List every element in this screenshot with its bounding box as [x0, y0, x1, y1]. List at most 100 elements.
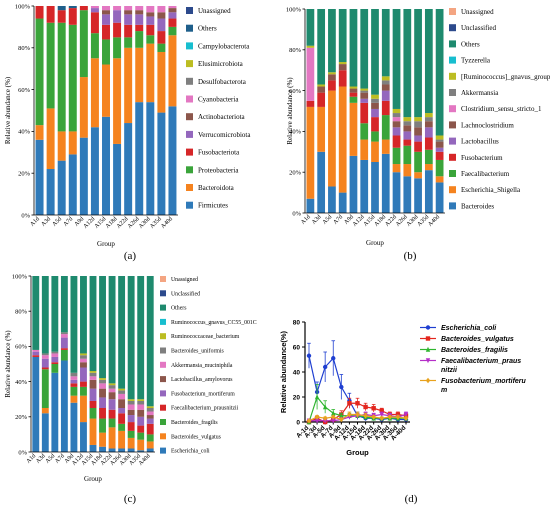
c-bar-A3d-faecalibacterium-prausnitzii [41, 367, 49, 370]
a-legend-label: Cyanobacteria [198, 96, 239, 104]
c-bar-A9d-faecalibacterium-prausnitzii [70, 383, 78, 387]
c-bar-A30d-bacteroides-fragilis [127, 430, 135, 438]
a-ytick-label: 40% [18, 129, 31, 136]
b-bar-A3d-others [317, 9, 326, 85]
c-legend-label: Ruminococcus_gnavus_CC55_001C [171, 320, 257, 326]
panel-a-bar-chart: A1d A3d A5d A7d A9dA12dA15dA18dA22dA26dA30dA… [4, 3, 251, 262]
c-bar-A3d-bacteroides-vulgatus [41, 408, 49, 414]
b-legend-swatch-tyzzerella [449, 56, 456, 64]
d-ytick-label: 60 [293, 344, 301, 351]
b-bar-A26d--ruminococcus-gnavus-group [403, 117, 412, 122]
b-bar-A15d-bacteroides [371, 162, 379, 213]
b-ylabel: Relative abundance (%) [286, 77, 294, 145]
c-bar-A7d-akkermansia-muciniphila [60, 334, 68, 338]
a-legend-swatch-cyanobacteria [186, 95, 193, 103]
a-bar-A1d-proteobacteria [35, 18, 44, 126]
a-bar-A18d-verrucomicrobiota [113, 10, 122, 23]
b-bar-A15d-others [371, 9, 379, 95]
a-bar-A18d-firmicutes [113, 143, 122, 215]
b-bar-A15d--ruminococcus-gnavus-group [371, 94, 379, 99]
b-bar-A18d-fusobacterium [381, 100, 390, 116]
c-bar-A12d-bacteroides-fragilis [80, 386, 87, 396]
b-bar-A22d-escherichia-shigella [392, 164, 401, 173]
b-bar-A9d-bacteroides [349, 155, 358, 213]
b-legend-swatch-faecalibacterium [449, 170, 456, 177]
c-legend-label: Unclassified [171, 290, 200, 297]
b-bar-A30d-escherichia-shigella [414, 172, 422, 179]
c-legend-swatch-unclassified [160, 290, 166, 297]
a-legend-label: Elusimicrobiota [198, 60, 244, 68]
b-bar-A15d-faecalibacterium [371, 131, 379, 142]
c-ytick-label: 100% [12, 273, 28, 280]
c-bar-A35d-others [137, 276, 145, 400]
a-bar-A7d-bacteroidota [68, 131, 77, 155]
c-bar-A5d-bacteroides-fragilis [51, 364, 59, 373]
d-point-fusobacterium-mortiferum [355, 411, 360, 418]
c-panel-label: (c) [124, 493, 137, 505]
c-bar-A22d-lactobacillus-amylovorus [108, 392, 116, 400]
c-xtick-label: A7d [54, 453, 66, 465]
c-bar-A3d-others [41, 276, 49, 354]
d-point-bacteroides-vulgatus [363, 404, 368, 410]
b-ytick-label: 40% [289, 129, 302, 136]
a-bar-A3d-firmicutes [46, 169, 55, 215]
c-legend-label: Bacteroides_fragilis [171, 419, 218, 426]
a-bar-A12d-proteobacteria [90, 33, 99, 59]
d-ytick-label: 80 [293, 319, 301, 326]
a-legend-label: Bacteroidota [198, 184, 235, 192]
c-bar-A35d-bacteroides-uniformis [137, 400, 145, 405]
b-xtick-label: A7d [333, 214, 345, 226]
c-bar-A18d-lactobacillus-amylovorus [99, 388, 106, 398]
d-point-fusobacterium-mortiferum [387, 414, 393, 420]
c-legend-swatch-fusobacterium-mortiferum [160, 390, 166, 397]
a-bar-A5d-firmicutes [57, 160, 66, 215]
c-bar-A1d-escherichia-coli [32, 356, 40, 452]
c-bar-A15d-akkermansia-muciniphila [89, 376, 97, 380]
c-legend-label: Ruminococcaceae_bacterium [171, 334, 240, 340]
b-bar-A18d-bacteroides [381, 153, 390, 213]
b-legend-label: Others [461, 40, 480, 48]
a-bar-A15d-bacteroidota [102, 64, 110, 117]
c-legend-label: Others [171, 306, 187, 312]
c-bar-A22d-escherichia-coli [108, 448, 116, 452]
b-bar-A12d-lactobacillus [360, 98, 369, 103]
d-point-faecalibacterium-prausnitzii [379, 412, 384, 418]
d-point-bacteroides-vulgatus [371, 406, 376, 411]
c-bar-A35d-lactobacillus-amylovorus [137, 409, 145, 417]
c-bar-A18d-bacteroides-vulgatus [99, 432, 106, 447]
d-point-faecalibacterium-prausnitzii [314, 418, 320, 424]
b-legend-label: Escherichia_Shigella [461, 186, 521, 194]
c-ytick-label: 0% [18, 449, 27, 456]
b-bar-A9d--ruminococcus-gnavus-group [349, 86, 358, 89]
b-bar-A12d-lachnoclostridium [360, 92, 369, 99]
b-xtick-label: A3d [311, 214, 323, 226]
b-legend-swatch-escherichia-shigella [449, 186, 456, 194]
a-bar-A22d-cyanobacteria [124, 6, 133, 11]
c-bar-A12d-lactobacillus-amylovorus [80, 362, 87, 368]
b-bar-A26d-others [403, 9, 412, 118]
c-bar-A15d-lactobacillus-amylovorus [89, 379, 97, 389]
b-bar-A30d-lachnoclostridium [414, 127, 422, 136]
b-bar-A9d-lachnoclostridium [349, 88, 358, 93]
c-legend-swatch-bacteroides-fragilis [160, 419, 166, 425]
c-xtick-label: A9d [64, 453, 76, 465]
c-bar-A15d-ruminococcaceae-bacterium [89, 371, 97, 373]
a-legend-label: Others [198, 25, 217, 33]
c-bar-A35d-bacteroides-fragilis [137, 432, 145, 440]
c-bar-A5d-fusobacterium-mortiferum [51, 356, 59, 363]
a-bar-A18d-fusobacteriota [113, 22, 122, 38]
d-point-escherichia-coli [339, 384, 344, 390]
c-legend-swatch-akkermansia-muciniphila [160, 361, 166, 368]
d-point-fusobacterium-mortiferum [339, 416, 344, 423]
b-bar-A22d-lactobacillus [392, 127, 401, 136]
c-bar-A18d-ruminococcaceae-bacterium [99, 378, 106, 380]
c-bar-A12d-bacteroides-vulgatus [80, 395, 87, 423]
c-bar-A26d-lactobacillus-amylovorus [118, 399, 126, 408]
b-bar-A30d--ruminococcus-gnavus-group [414, 117, 422, 122]
b-bar-A7d-escherichia-shigella [338, 86, 347, 193]
b-bar-A15d-fusobacterium [371, 117, 379, 132]
a-xtick-label: A9d [74, 216, 86, 228]
b-ytick-label: 0% [292, 210, 301, 217]
a-bar-A15d-fusobacteriota [102, 24, 110, 40]
b-legend-label: Fusobacterium [461, 154, 503, 162]
